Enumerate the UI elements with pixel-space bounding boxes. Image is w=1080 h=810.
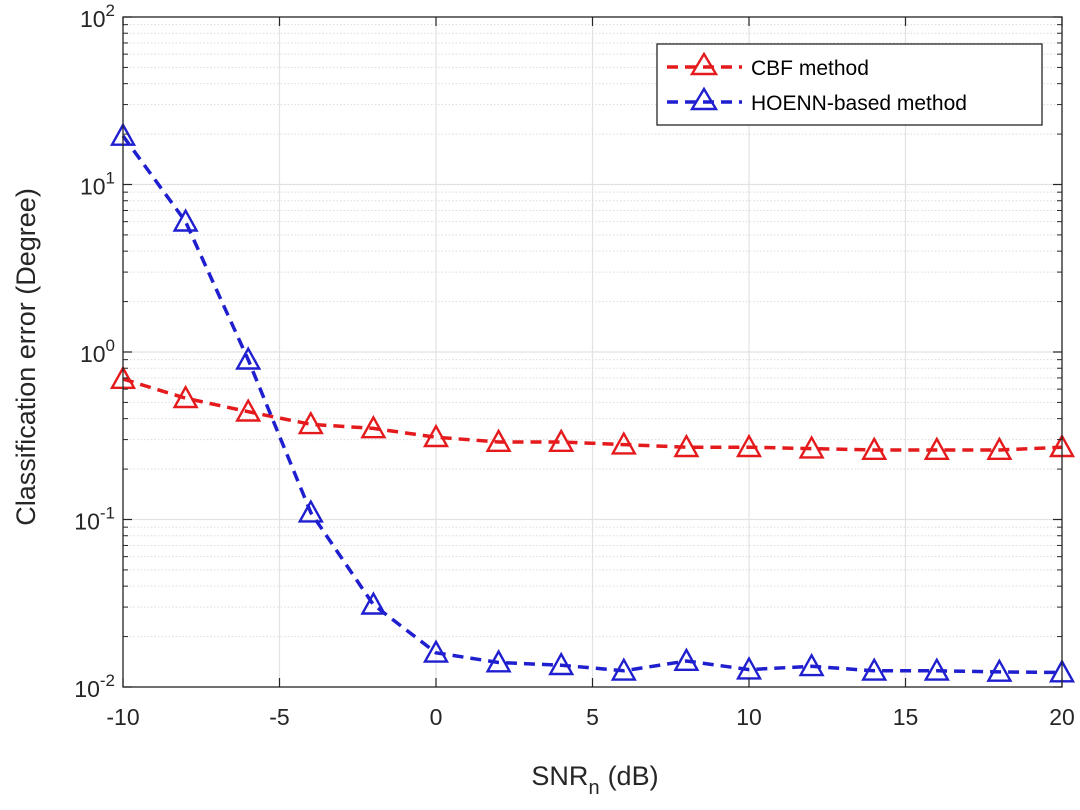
legend-label-cbf: CBF method xyxy=(751,57,869,80)
data-point-series-0 xyxy=(735,433,763,458)
y-axis-title: Classification error (Degree) xyxy=(11,188,41,526)
data-point-series-0 xyxy=(360,414,387,439)
data-point-series-0 xyxy=(861,436,888,460)
x-axis-title-unit: (dB) xyxy=(608,761,659,791)
data-point-series-1 xyxy=(360,591,387,615)
y-tick-label: 101 xyxy=(80,169,115,200)
data-point-series-1 xyxy=(673,647,700,671)
data-point-series-0 xyxy=(485,428,512,452)
x-tick-label: -5 xyxy=(269,704,289,730)
data-point-series-0 xyxy=(986,436,1013,460)
data-point-series-1 xyxy=(861,657,888,681)
legend: CBF method HOENN-based method xyxy=(656,43,1043,126)
series-line-0 xyxy=(122,377,1063,452)
legend-label-hoenn: HOENN-based method xyxy=(751,92,967,115)
data-point-series-1 xyxy=(422,639,450,663)
x-tick-label: 0 xyxy=(430,704,443,730)
y-tick-label: 10-2 xyxy=(74,671,115,702)
data-point-series-0 xyxy=(673,433,700,458)
x-tick-label: 10 xyxy=(736,704,762,730)
data-point-series-0 xyxy=(172,384,199,409)
y-tick-label: 102 xyxy=(80,1,115,32)
data-point-series-1 xyxy=(548,651,575,676)
data-point-series-0 xyxy=(548,428,575,452)
ticks-layer: -10 -5 0 5 10 15 20 10-2 10-1 100 101 102 xyxy=(74,1,1075,730)
legend-box xyxy=(656,43,1043,126)
data-point-series-1 xyxy=(986,658,1013,682)
x-tick-label: 20 xyxy=(1049,704,1075,730)
data-point-series-0 xyxy=(610,431,637,455)
series-layer xyxy=(109,122,1076,683)
y-tick-label: 100 xyxy=(80,336,115,367)
x-tick-label: -10 xyxy=(106,704,139,730)
data-point-series-0 xyxy=(798,435,825,459)
x-tick-label: 15 xyxy=(893,704,919,730)
data-point-series-1 xyxy=(172,208,199,232)
data-point-series-1 xyxy=(485,649,512,673)
x-axis-title: SNRn (dB) xyxy=(531,761,658,799)
data-point-series-1 xyxy=(923,657,950,681)
data-point-series-0 xyxy=(235,398,262,422)
x-axis-title-subscript: n xyxy=(588,777,599,799)
y-tick-label: 10-1 xyxy=(74,504,115,535)
legend-marker-hoenn xyxy=(689,86,719,111)
data-point-series-0 xyxy=(297,410,324,435)
x-axis-title-main: SNR xyxy=(531,761,588,791)
data-point-series-1 xyxy=(610,657,637,681)
data-point-series-1 xyxy=(235,346,262,370)
series-line-1 xyxy=(121,134,1063,675)
x-tick-label: 5 xyxy=(586,704,599,730)
data-point-series-1 xyxy=(798,652,825,677)
data-point-series-1 xyxy=(297,499,324,523)
data-point-series-0 xyxy=(923,436,950,460)
legend-marker-cbf xyxy=(689,51,719,76)
data-point-series-0 xyxy=(422,423,450,448)
